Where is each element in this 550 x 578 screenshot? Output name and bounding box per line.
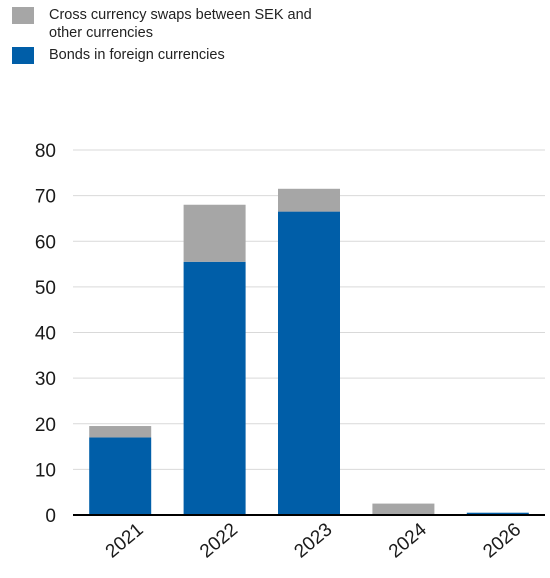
legend-label-swaps: Cross currency swaps between SEK and oth… — [49, 7, 312, 41]
y-tick-label: 10 — [35, 460, 56, 481]
bar-segment — [183, 204, 246, 262]
y-tick-label: 50 — [35, 278, 56, 299]
y-tick-label: 80 — [35, 141, 56, 162]
y-tick-label: 40 — [35, 324, 56, 345]
bar-segment — [89, 426, 152, 438]
x-tick-label: 2023 — [291, 519, 337, 562]
bar-segment — [466, 512, 529, 515]
x-tick-label: 2021 — [102, 519, 148, 562]
legend-swatch-swaps — [12, 7, 34, 24]
legend-label-bonds: Bonds in foreign currencies — [49, 47, 225, 63]
bar-segment — [89, 437, 152, 515]
x-tick-label: 2024 — [385, 519, 431, 563]
x-tick-label: 2026 — [479, 519, 525, 562]
bar-segment — [183, 261, 246, 515]
chart-legend: Cross currency swaps between SEK and oth… — [12, 6, 432, 68]
y-tick-label: 70 — [35, 187, 56, 208]
y-tick-label: 0 — [45, 506, 56, 527]
y-tick-label: 20 — [35, 415, 56, 436]
legend-item-bonds: Bonds in foreign currencies — [12, 46, 432, 64]
bar-segment — [278, 211, 340, 515]
x-tick-label: 2022 — [196, 519, 242, 562]
bar-segment — [372, 503, 435, 515]
legend-item-swaps: Cross currency swaps between SEK and oth… — [12, 6, 432, 42]
y-tick-label: 60 — [35, 232, 56, 253]
bar-segment — [278, 188, 340, 212]
y-tick-label: 30 — [35, 369, 56, 390]
legend-swatch-bonds — [12, 47, 34, 64]
